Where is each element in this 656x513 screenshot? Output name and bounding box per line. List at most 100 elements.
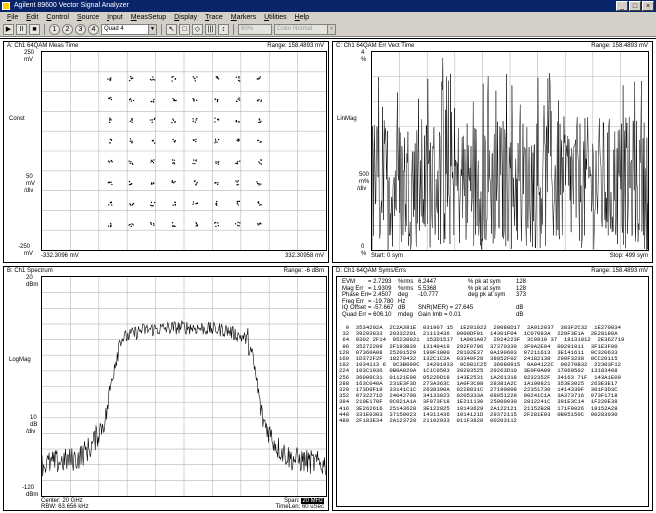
constellation-point <box>259 141 261 143</box>
constellation-point <box>257 223 259 225</box>
constellation-point <box>237 180 239 182</box>
menu-file[interactable]: File <box>6 14 19 21</box>
constellation-point <box>237 224 239 227</box>
constellation-point <box>110 225 112 227</box>
constellation-point <box>236 201 238 203</box>
trace-a-panel[interactable]: A: Ch1 64QAM Meas Time Range: 158.4893 m… <box>3 41 329 263</box>
play-button[interactable]: ▶ <box>3 24 14 35</box>
constellation-point <box>108 204 110 206</box>
constellation-point <box>259 121 261 124</box>
trace-d-panel[interactable]: D: Ch1 64QAM Syms/Errs Range: 158.4893 m… <box>332 266 653 511</box>
symbol-row: 0 3534202A 2C2A381E 031907 15 1E201922 2… <box>339 324 621 331</box>
constellation-point <box>196 99 198 101</box>
constellation-point <box>195 159 197 161</box>
trace-c-panel[interactable]: C: Ch1 64QAM Err Vect Time Range: 158.48… <box>332 41 653 263</box>
constellation-point <box>238 225 240 227</box>
constellation-point <box>236 139 238 141</box>
constellation-point <box>195 183 198 185</box>
constellation-point <box>129 140 131 142</box>
constellation-point <box>153 182 155 184</box>
constellation-point <box>152 140 154 142</box>
trace-b-panel[interactable]: B: Ch1 Spectrum Range: -6 dBm 20 dBm Log… <box>3 266 329 511</box>
menu-source[interactable]: Source <box>76 14 100 21</box>
constellation-point <box>194 80 196 82</box>
error-summary-name: Phase Err <box>342 292 369 299</box>
menu-input[interactable]: Input <box>106 14 124 21</box>
pointer-tool[interactable]: ↖ <box>166 24 177 35</box>
trace-a-y-bottom-unit: mV <box>24 251 33 257</box>
menu-display[interactable]: Display <box>173 14 198 21</box>
trace-1-button[interactable]: 1 <box>49 24 60 35</box>
menu-mnemonic: U <box>264 14 270 21</box>
error-summary-sym: 128 <box>516 279 527 285</box>
syms-errs-table[interactable]: EVM = 2.7293 %rms 6.2447% pk at sym 128 Mag E… <box>336 276 649 507</box>
constellation-point <box>195 140 197 143</box>
spectrum-plot[interactable] <box>41 276 327 497</box>
constellation-point <box>218 78 220 80</box>
menu-markers[interactable]: Markers <box>230 14 257 21</box>
marker-tool[interactable]: ◇ <box>192 24 203 35</box>
menu-help[interactable]: Help <box>294 14 310 21</box>
zoom-select[interactable]: 80% <box>238 24 272 35</box>
constellation-point <box>129 98 131 100</box>
color-scheme-select[interactable]: Color Normal ▼ <box>274 24 336 35</box>
trace-b-span-value[interactable]: 20 MHz <box>301 498 324 504</box>
constellation-point <box>107 182 109 184</box>
trace-b-range: Range: -6 dBm <box>283 268 324 274</box>
trace-c-y-bottom-unit: % <box>361 251 367 257</box>
constellation-point <box>131 223 133 225</box>
minimize-button[interactable]: _ <box>616 1 628 11</box>
constellation-point <box>260 100 262 103</box>
constellation-point <box>214 98 216 100</box>
constellation-point <box>217 76 219 78</box>
pause-button[interactable]: II <box>16 24 27 35</box>
constellation-point <box>172 76 174 78</box>
constellation-point <box>236 162 238 164</box>
constellation-point <box>130 161 132 163</box>
autoscale-tool[interactable]: ↕ <box>218 24 229 35</box>
menu-mnemonic: H <box>294 14 300 21</box>
constellation-point <box>150 222 152 224</box>
trace-4-button[interactable]: 4 <box>88 24 99 35</box>
error-summary-value: = 1.9309 <box>368 285 392 292</box>
maximize-button[interactable]: □ <box>629 1 641 11</box>
constellation-point <box>150 201 152 203</box>
spectrum-trace <box>42 320 326 477</box>
chevron-down-icon: ▼ <box>327 25 335 34</box>
trace-b-y-format: LogMag <box>9 357 31 363</box>
constellation-point <box>111 204 113 206</box>
constellation-point <box>129 80 131 82</box>
constellation-point <box>110 181 112 183</box>
constellation-point <box>215 161 217 163</box>
constellation-plot[interactable] <box>41 51 327 251</box>
error-vector-trace <box>372 57 648 250</box>
error-summary-sym: dB <box>516 311 524 318</box>
menu-utilities[interactable]: Utilities <box>263 14 288 21</box>
menu-meassetup[interactable]: MeasSetup <box>130 14 167 21</box>
constellation-point <box>151 140 153 142</box>
constellation-point <box>259 77 261 80</box>
constellation-point <box>195 160 197 162</box>
constellation-point <box>260 159 262 161</box>
menu-edit[interactable]: Edit <box>25 14 39 21</box>
trace-b-y-div-unit: dB <box>30 422 38 428</box>
close-button[interactable]: × <box>642 1 654 11</box>
error-vector-plot[interactable] <box>371 51 649 251</box>
trace-2-button[interactable]: 2 <box>62 24 73 35</box>
trace-b-y-bottom: -120 <box>22 485 35 491</box>
zoom-rect-tool[interactable]: □ <box>179 24 190 35</box>
error-summary-val2: SNR(MER) = 27.645 <box>418 305 474 312</box>
scale-tool[interactable]: ||| <box>205 24 216 35</box>
trace-3-button[interactable]: 3 <box>75 24 86 35</box>
menu-label: arkers <box>236 14 257 21</box>
menu-mnemonic: C <box>46 14 52 21</box>
layout-select[interactable]: Quad 4 ▼ <box>101 24 157 35</box>
error-summary-row: Phase Err = 2.4507 deg -10.777 deg pk at sym… <box>342 292 536 299</box>
trace-b-y-top-unit: dBm <box>26 282 39 288</box>
constellation-point <box>215 140 217 142</box>
menu-trace[interactable]: Trace <box>204 14 224 21</box>
stop-button[interactable]: ■ <box>29 24 40 35</box>
menu-control[interactable]: Control <box>45 14 70 21</box>
symbol-row: 96 35272209 2F193B39 13140419 292F0706 3… <box>339 342 618 350</box>
error-summary-unit: Hz <box>398 298 406 305</box>
